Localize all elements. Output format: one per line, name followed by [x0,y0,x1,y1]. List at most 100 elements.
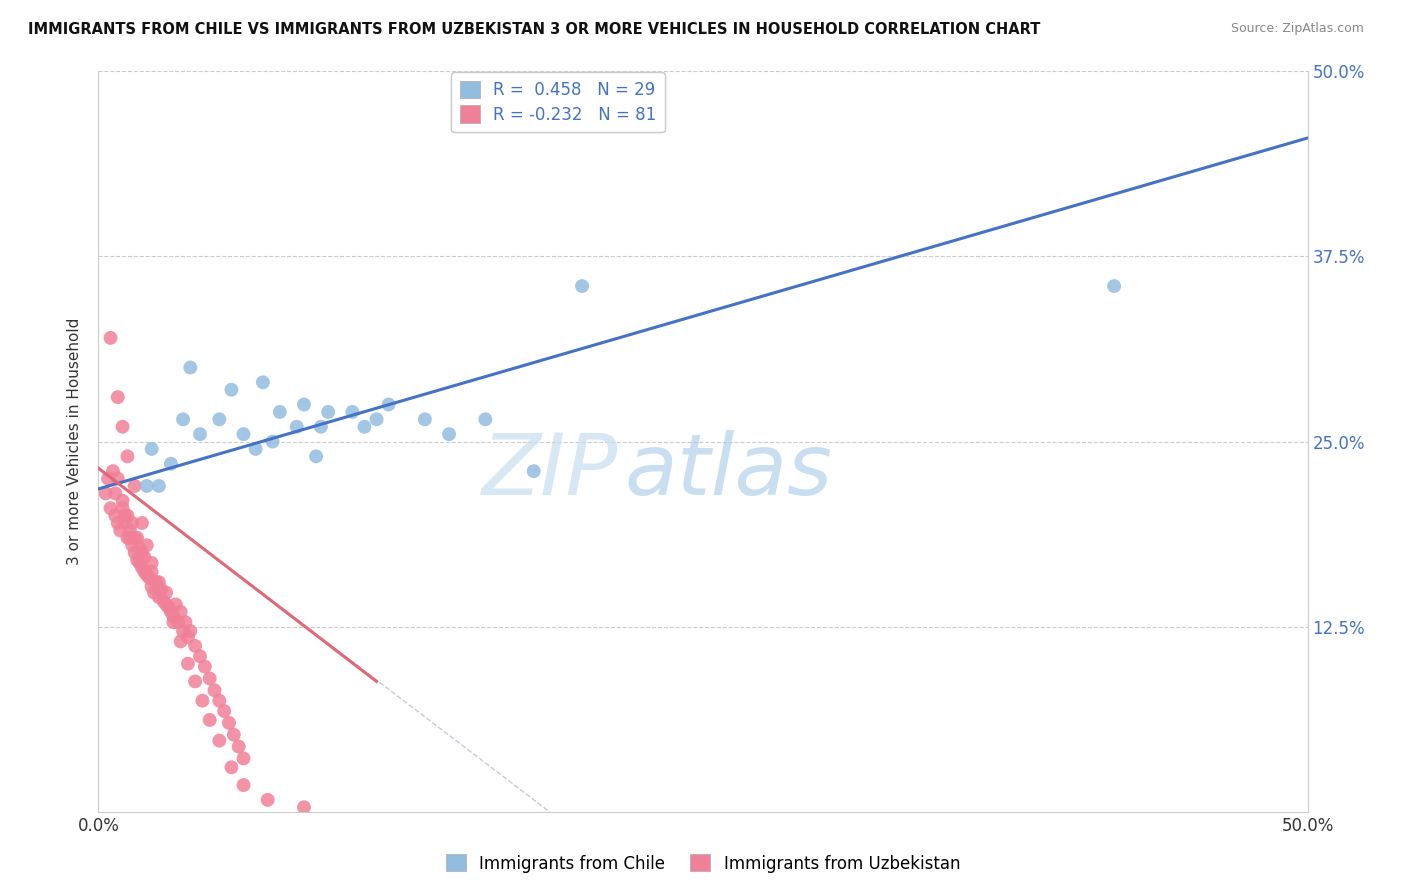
Point [222,728,245,742]
Point [141,442,163,456]
Point [128,556,150,570]
Point [232,751,254,765]
Point [342,405,364,419]
Point [437,427,460,442]
Point [124,479,146,493]
Point [155,585,177,599]
Point [269,405,291,419]
Point [104,486,127,500]
Point [127,553,149,567]
Point [208,412,231,426]
Point [118,531,141,545]
Point [145,575,167,590]
Text: atlas: atlas [624,430,832,513]
Point [228,739,250,754]
Point [305,450,328,464]
Point [128,541,150,556]
Point [152,594,174,608]
Point [413,412,436,426]
Point [135,567,157,582]
Point [117,508,139,523]
Point [100,501,122,516]
Point [101,464,124,478]
Point [218,715,240,730]
Point [221,383,243,397]
Point [157,600,180,615]
Point [208,694,231,708]
Point [1102,279,1125,293]
Point [523,464,546,478]
Point [198,672,221,686]
Point [131,560,153,574]
Y-axis label: 3 or more Vehicles in Household: 3 or more Vehicles in Household [67,318,83,566]
Point [188,649,211,664]
Point [97,471,120,485]
Point [107,390,129,404]
Point [212,704,235,718]
Point [256,793,278,807]
Point [309,419,332,434]
Point [184,639,207,653]
Point [165,598,187,612]
Point [107,471,129,485]
Point [107,516,129,530]
Point [138,571,160,585]
Point [208,733,231,747]
Point [184,674,207,689]
Point [252,376,274,390]
Point [162,609,184,624]
Text: ZIP: ZIP [482,430,619,513]
Point [169,605,191,619]
Point [117,450,139,464]
Point [94,486,117,500]
Point [135,479,157,493]
Text: Source: ZipAtlas.com: Source: ZipAtlas.com [1230,22,1364,36]
Point [155,598,177,612]
Point [292,398,315,412]
Point [571,279,593,293]
Point [162,615,184,630]
Point [150,582,173,597]
Point [121,538,143,552]
Point [177,657,200,671]
Point [108,524,131,538]
Point [174,615,197,630]
Point [366,412,388,426]
Point [104,508,127,523]
Point [111,501,134,516]
Point [191,694,214,708]
Point [167,615,190,630]
Point [285,419,308,434]
Point [134,549,156,564]
Point [148,479,170,493]
Point [127,531,149,545]
Point [131,516,153,530]
Point [118,524,141,538]
Point [141,580,163,594]
Point [232,778,254,792]
Point [292,800,315,814]
Point [172,624,194,638]
Point [179,360,201,375]
Point [377,398,399,412]
Point [221,760,243,774]
Point [124,531,146,545]
Point [188,427,211,442]
Point [131,546,153,560]
Point [148,590,170,604]
Point [141,556,163,570]
Point [111,419,134,434]
Point [135,538,157,552]
Point [124,546,146,560]
Point [143,585,166,599]
Point [262,434,284,449]
Point [245,442,267,456]
Point [134,565,156,579]
Point [114,516,136,530]
Point [179,624,201,638]
Point [117,531,139,545]
Point [111,493,134,508]
Point [160,457,183,471]
Point [169,634,191,648]
Point [232,427,254,442]
